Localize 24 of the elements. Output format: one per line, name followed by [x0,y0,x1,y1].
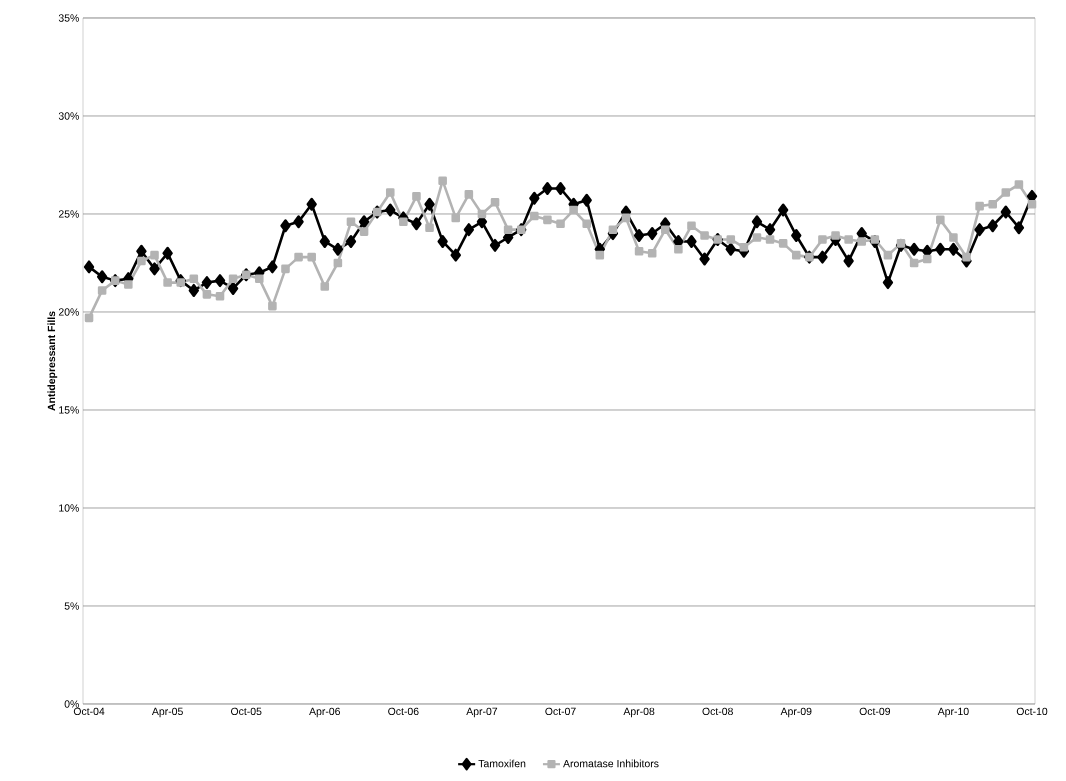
x-tick-label: Oct-07 [545,707,576,716]
y-tick-label: 5% [64,602,79,610]
x-tick-label: Oct-10 [1016,707,1048,716]
y-tick-label: 0% [64,700,79,708]
x-tick-label: Apr-08 [623,707,655,718]
x-tick-label: Oct-08 [702,707,733,716]
x-tick-label: Oct-04 [73,707,105,716]
x-tick-label: Apr-10 [937,707,969,718]
x-tick-label: Apr-05 [151,707,183,718]
legend-label: Aromatase Inhibitors [563,759,659,768]
x-tick-label: Oct-09 [859,707,891,716]
y-tick-label: 15% [59,406,79,414]
y-tick-label: 20% [58,308,79,316]
x-tick-label: Apr-09 [780,707,812,718]
legend-label: Tamoxifen [478,759,526,768]
y-tick-label: 30% [58,112,79,120]
x-tick-label: Apr-06 [309,707,341,718]
y-tick-label: 10% [59,504,79,512]
y-tick-label: 25% [58,210,79,218]
x-tick-label: Oct-06 [388,707,419,716]
y-tick-label: 35% [58,14,79,22]
x-tick-label: Apr-07 [466,707,498,718]
x-tick-label: Oct-05 [231,707,262,716]
y-axis-title: Antidepressant Fills [47,311,58,411]
